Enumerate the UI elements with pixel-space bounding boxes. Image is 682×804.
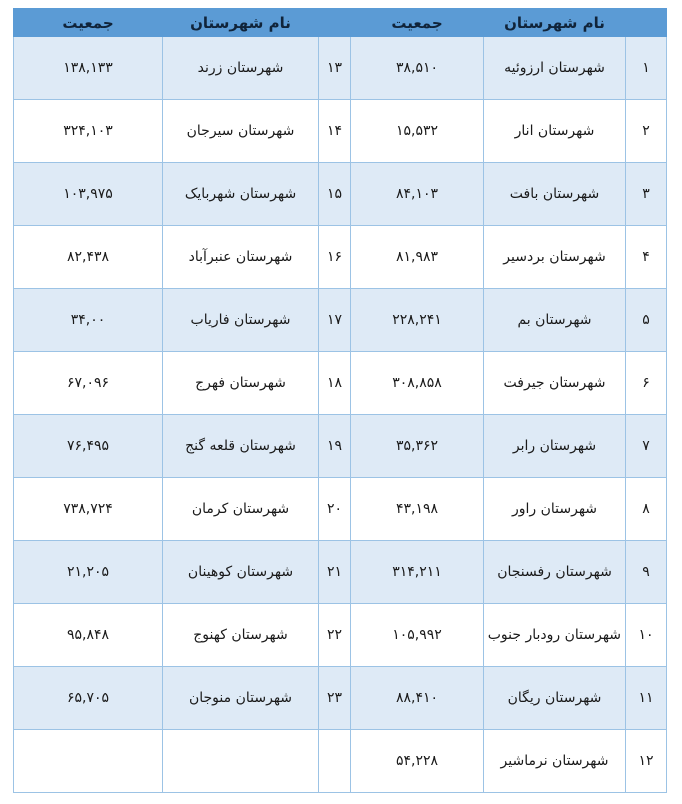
table-row: ۴ شهرستان بردسیر ۸۱,۹۸۳ ۱۶ شهرستان عنبرآباد ۸… <box>13 225 667 289</box>
county-name-cell: شهرستان کوهینان <box>162 540 319 604</box>
row-number-cell: ۲۰ <box>318 477 351 541</box>
population-cell: ۳۰۸,۸۵۸ <box>350 351 484 415</box>
row-number-cell: ۱۰ <box>625 603 667 667</box>
header-row-number-right <box>625 8 667 37</box>
population-cell: ۳۸,۵۱۰ <box>350 36 484 100</box>
row-number-cell: ۱۴ <box>318 99 351 163</box>
population-cell: ۲۱,۲۰۵ <box>13 540 163 604</box>
row-number-cell: ۱۱ <box>625 666 667 730</box>
county-name-cell: شهرستان کهنوج <box>162 603 319 667</box>
population-cell: ۱۰۳,۹۷۵ <box>13 162 163 226</box>
header-row: نام شهرستان جمعیت نام شهرستان جمعیت <box>13 8 667 37</box>
county-name-cell: شهرستان ارزوئیه <box>483 36 626 100</box>
header-county-name-right: نام شهرستان <box>483 8 626 37</box>
population-cell: ۳۴,۰۰ <box>13 288 163 352</box>
population-table: نام شهرستان جمعیت نام شهرستان جمعیت ۱ شهر… <box>13 8 667 793</box>
table-body: ۱ شهرستان ارزوئیه ۳۸,۵۱۰ ۱۳ شهرستان زرند ۱۳۸,… <box>13 36 667 793</box>
row-number-cell: ۷ <box>625 414 667 478</box>
row-number-cell: ۲۲ <box>318 603 351 667</box>
county-name-cell: شهرستان بافت <box>483 162 626 226</box>
table-row: ۶ شهرستان جیرفت ۳۰۸,۸۵۸ ۱۸ شهرستان فهرج ۶۷,۰۹… <box>13 351 667 415</box>
county-name-cell: شهرستان کرمان <box>162 477 319 541</box>
county-name-cell: شهرستان راور <box>483 477 626 541</box>
population-cell: ۸۲,۴۳۸ <box>13 225 163 289</box>
county-name-cell: شهرستان بم <box>483 288 626 352</box>
population-cell: ۶۷,۰۹۶ <box>13 351 163 415</box>
table-row: ۱۲ شهرستان نرماشیر ۵۴,۲۲۸ <box>13 729 667 793</box>
population-cell: ۱۰۵,۹۹۲ <box>350 603 484 667</box>
table-row: ۸ شهرستان راور ۴۳,۱۹۸ ۲۰ شهرستان کرمان ۷۳۸,۷۲… <box>13 477 667 541</box>
county-name-cell: شهرستان نرماشیر <box>483 729 626 793</box>
table-row: ۵ شهرستان بم ۲۲۸,۲۴۱ ۱۷ شهرستان فاریاب ۳۴,۰۰ <box>13 288 667 352</box>
row-number-cell: ۱۹ <box>318 414 351 478</box>
county-name-cell: شهرستان شهربایک <box>162 162 319 226</box>
row-number-cell: ۶ <box>625 351 667 415</box>
row-number-cell: ۱ <box>625 36 667 100</box>
population-cell <box>13 729 163 793</box>
row-number-cell: ۱۵ <box>318 162 351 226</box>
row-number-cell: ۸ <box>625 477 667 541</box>
population-cell: ۳۱۴,۲۱۱ <box>350 540 484 604</box>
row-number-cell: ۹ <box>625 540 667 604</box>
population-cell: ۶۵,۷۰۵ <box>13 666 163 730</box>
population-cell: ۸۴,۱۰۳ <box>350 162 484 226</box>
row-number-cell <box>318 729 351 793</box>
population-cell: ۴۳,۱۹۸ <box>350 477 484 541</box>
county-name-cell: شهرستان عنبرآباد <box>162 225 319 289</box>
table-row: ۷ شهرستان رابر ۳۵,۳۶۲ ۱۹ شهرستان قلعه گنج ۷۶,… <box>13 414 667 478</box>
header-county-name-left: نام شهرستان <box>162 8 319 37</box>
population-cell: ۵۴,۲۲۸ <box>350 729 484 793</box>
county-name-cell: شهرستان رابر <box>483 414 626 478</box>
county-name-cell: شهرستان ریگان <box>483 666 626 730</box>
county-name-cell: شهرستان جیرفت <box>483 351 626 415</box>
county-name-cell: شهرستان فاریاب <box>162 288 319 352</box>
row-number-cell: ۲۳ <box>318 666 351 730</box>
population-cell: ۹۵,۸۴۸ <box>13 603 163 667</box>
population-cell: ۳۵,۳۶۲ <box>350 414 484 478</box>
county-name-cell <box>162 729 319 793</box>
population-cell: ۲۲۸,۲۴۱ <box>350 288 484 352</box>
table-row: ۳ شهرستان بافت ۸۴,۱۰۳ ۱۵ شهرستان شهربایک ۱۰۳,… <box>13 162 667 226</box>
county-name-cell: شهرستان زرند <box>162 36 319 100</box>
row-number-cell: ۱۷ <box>318 288 351 352</box>
table-row: ۹ شهرستان رفسنجان ۳۱۴,۲۱۱ ۲۱ شهرستان کوهینان… <box>13 540 667 604</box>
county-name-cell: شهرستان رودبار جنوب <box>483 603 626 667</box>
population-cell: ۷۳۸,۷۲۴ <box>13 477 163 541</box>
row-number-cell: ۲۱ <box>318 540 351 604</box>
row-number-cell: ۱۸ <box>318 351 351 415</box>
row-number-cell: ۱۳ <box>318 36 351 100</box>
header-row-number-left <box>318 8 351 37</box>
table-row: ۲ شهرستان انار ۱۵,۵۳۲ ۱۴ شهرستان سیرجان ۳۲۴,۱… <box>13 99 667 163</box>
row-number-cell: ۱۶ <box>318 225 351 289</box>
table-row: ۱۰ شهرستان رودبار جنوب ۱۰۵,۹۹۲ ۲۲ شهرستان که… <box>13 603 667 667</box>
row-number-cell: ۵ <box>625 288 667 352</box>
population-cell: ۱۵,۵۳۲ <box>350 99 484 163</box>
row-number-cell: ۱۲ <box>625 729 667 793</box>
county-name-cell: شهرستان انار <box>483 99 626 163</box>
population-cell: ۷۶,۴۹۵ <box>13 414 163 478</box>
population-cell: ۸۸,۴۱۰ <box>350 666 484 730</box>
row-number-cell: ۴ <box>625 225 667 289</box>
county-name-cell: شهرستان منوجان <box>162 666 319 730</box>
population-cell: ۱۳۸,۱۳۳ <box>13 36 163 100</box>
header-population-left: جمعیت <box>13 8 163 37</box>
county-name-cell: شهرستان سیرجان <box>162 99 319 163</box>
table-row: ۱۱ شهرستان ریگان ۸۸,۴۱۰ ۲۳ شهرستان منوجان ۶۵,… <box>13 666 667 730</box>
population-cell: ۸۱,۹۸۳ <box>350 225 484 289</box>
county-name-cell: شهرستان رفسنجان <box>483 540 626 604</box>
population-cell: ۳۲۴,۱۰۳ <box>13 99 163 163</box>
county-name-cell: شهرستان قلعه گنج <box>162 414 319 478</box>
table-row: ۱ شهرستان ارزوئیه ۳۸,۵۱۰ ۱۳ شهرستان زرند ۱۳۸,… <box>13 36 667 100</box>
row-number-cell: ۲ <box>625 99 667 163</box>
header-population-right: جمعیت <box>350 8 484 37</box>
county-name-cell: شهرستان بردسیر <box>483 225 626 289</box>
county-name-cell: شهرستان فهرج <box>162 351 319 415</box>
row-number-cell: ۳ <box>625 162 667 226</box>
